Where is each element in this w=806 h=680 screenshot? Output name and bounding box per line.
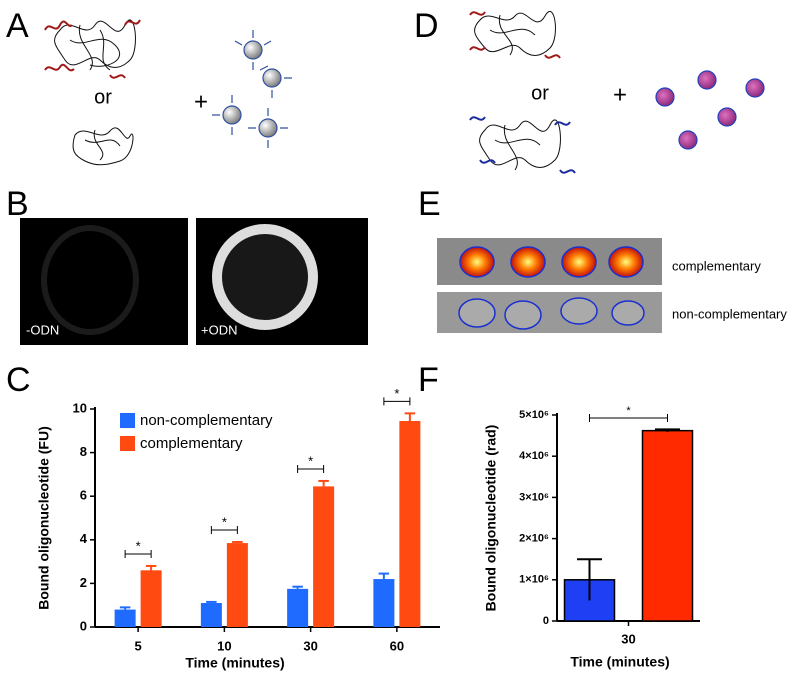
legend-label: non-complementary [140, 412, 273, 429]
significance-bracket [383, 397, 411, 406]
y-tick-label: 4 [80, 531, 88, 546]
significance-star: * [308, 453, 313, 468]
x-axis-label: Time (minutes) [570, 654, 669, 670]
bar [114, 609, 136, 627]
y-tick-label: 6 [80, 488, 87, 503]
legend-swatch [120, 436, 135, 451]
y-tick-label: 4×10⁶ [519, 450, 549, 462]
significance-star: * [626, 405, 631, 417]
or-label: or [94, 86, 112, 108]
y-tick-label: 0 [543, 615, 549, 627]
image-label: -ODN [26, 322, 59, 337]
or-label: or [531, 82, 549, 104]
polymer-tail [44, 19, 141, 79]
y-tick-label: 2×10⁶ [519, 533, 549, 545]
y-tick-label: 8 [80, 444, 87, 459]
image-label: +ODN [201, 322, 237, 337]
bar [399, 420, 421, 627]
row-label: complementary [672, 258, 761, 273]
image-minus-odn [20, 218, 188, 345]
panel-letter: C [6, 361, 31, 399]
y-axis-label: Bound oligonucleotide (FU) [36, 426, 52, 610]
y-tick-label: 3×10⁶ [519, 491, 549, 503]
panel-letter: E [418, 185, 441, 223]
y-tick-label: 2 [80, 575, 87, 590]
significance-bracket [297, 464, 325, 473]
polymer-illustration [54, 19, 136, 166]
significance-star: * [136, 538, 141, 553]
y-tick-label: 1×10⁶ [519, 574, 549, 586]
plus-sign: + [613, 81, 627, 108]
y-axis-label: Bound oligonucleotide (rad) [483, 425, 499, 612]
plus-sign: + [194, 88, 208, 115]
nanoparticles [655, 70, 765, 150]
x-tick-label: 30 [621, 631, 635, 646]
x-axis-label: Time (minutes) [185, 655, 284, 671]
panel-letter: A [6, 7, 29, 45]
x-tick-label: 60 [390, 638, 404, 653]
nanoparticles [212, 30, 292, 148]
wells [458, 246, 645, 330]
bar [641, 429, 694, 622]
panel-letter: D [414, 7, 439, 45]
x-tick-label: 5 [135, 638, 142, 653]
bright-ring [212, 224, 318, 330]
bar [373, 579, 395, 627]
significance-bracket [124, 549, 152, 558]
bar [226, 543, 248, 627]
y-tick-label: 5×10⁶ [519, 409, 549, 421]
legend-label: complementary [140, 435, 243, 452]
polymer-tail [469, 11, 576, 174]
bar [287, 588, 309, 627]
bar [313, 486, 335, 627]
faint-ring [41, 225, 139, 335]
legend-swatch [120, 413, 135, 428]
significance-bracket [589, 414, 668, 422]
significance-star: * [222, 514, 227, 529]
x-tick-label: 10 [217, 638, 231, 653]
bar [200, 603, 222, 627]
panel-letter: F [418, 361, 439, 399]
significance-bracket [210, 525, 238, 534]
significance-star: * [394, 386, 399, 401]
bar [140, 570, 162, 627]
row-label: non-complementary [672, 306, 787, 321]
panel-letter: B [6, 185, 29, 223]
y-tick-label: 0 [80, 618, 87, 633]
y-tick-label: 10 [73, 400, 87, 415]
x-tick-label: 30 [303, 638, 317, 653]
